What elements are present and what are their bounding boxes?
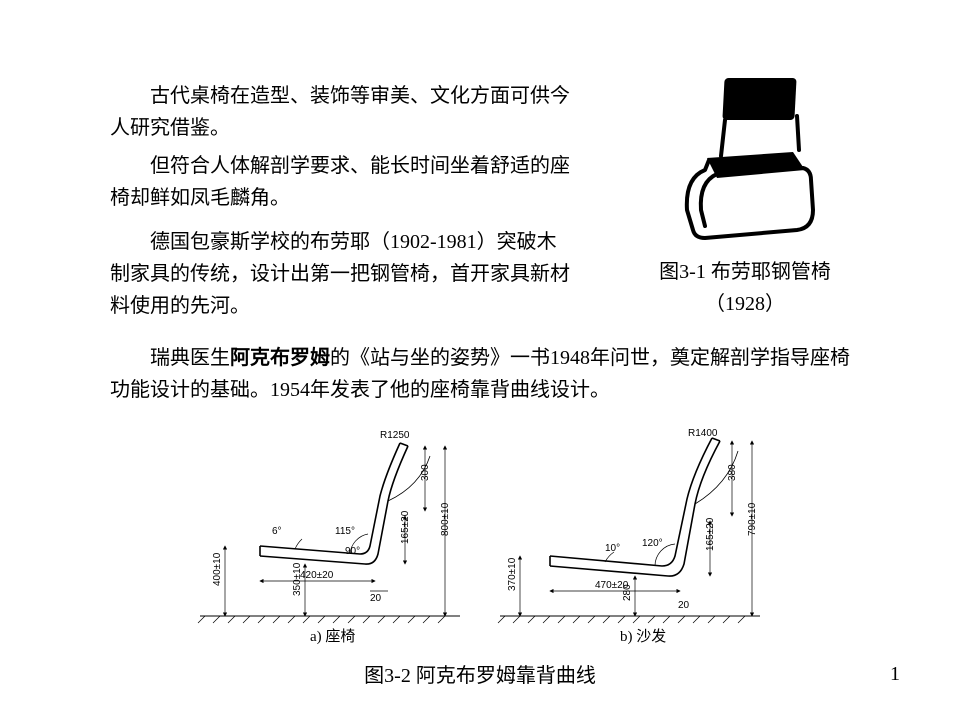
seat-R: R1250	[380, 430, 410, 441]
breuer-chair-icon	[665, 70, 825, 250]
sofa-h-lumbar: 165±20	[705, 517, 716, 551]
seat-gap: 20	[370, 593, 382, 604]
seat-h-total: 800±10	[440, 502, 451, 536]
sofa-R: R1400	[688, 428, 718, 439]
paragraph-3: 瑞典医生阿克布罗姆的《站与坐的姿势》一书1948年问世，奠定解剖学指导座椅功能设…	[110, 342, 850, 406]
akerblom-diagram: R1250 6° 115° 90° 800±10 300 165±20 400±…	[170, 416, 790, 656]
seat-h-front: 400±10	[212, 552, 223, 586]
sofa-back-angle: 120°	[642, 538, 663, 549]
figure-3-1-caption: 图3-1 布劳耶钢管椅（1928）	[630, 256, 860, 320]
paragraph-2: 德国包豪斯学校的布劳耶（1902-1981）突破木制家具的传统，设计出第一把钢管…	[110, 226, 570, 322]
paragraph-1b: 但符合人体解剖学要求、能长时间坐着舒适的座椅却鲜如凤毛麟角。	[110, 150, 570, 214]
seat-back-angle: 115°	[335, 526, 355, 537]
figure-3-1: 图3-1 布劳耶钢管椅（1928）	[630, 70, 860, 320]
sofa-h-front: 370±10	[507, 557, 518, 591]
p3-bold: 阿克布罗姆	[230, 347, 330, 369]
sofa-h-total: 790±10	[747, 502, 758, 536]
seat-h-lumbar: 165±20	[400, 510, 411, 544]
seat-h-back: 300	[420, 464, 431, 481]
figure-3-2-caption: 图3-2 阿克布罗姆靠背曲线	[110, 660, 850, 692]
sofa-h-back: 380	[727, 464, 738, 481]
sofa-label: b) 沙发	[620, 628, 666, 645]
seat-seat-angle: 90°	[345, 546, 360, 557]
sofa-d-seat: 470±20	[595, 580, 629, 591]
seat-tilt: 6°	[272, 526, 282, 537]
sofa-tilt: 10°	[605, 543, 620, 554]
page-number: 1	[890, 658, 900, 690]
sofa-gap: 20	[678, 600, 690, 611]
seat-label: a) 座椅	[310, 628, 355, 645]
seat-d-seat: 420±20	[300, 570, 334, 581]
p3-pre: 瑞典医生	[150, 347, 230, 369]
paragraph-1a: 古代桌椅在造型、装饰等审美、文化方面可供今人研究借鉴。	[110, 80, 570, 144]
